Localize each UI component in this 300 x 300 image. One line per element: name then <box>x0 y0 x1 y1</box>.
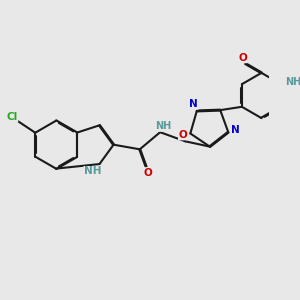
Text: N: N <box>231 125 240 135</box>
Text: NH: NH <box>84 167 102 176</box>
Text: O: O <box>238 53 247 63</box>
Text: N: N <box>189 99 198 109</box>
Text: Cl: Cl <box>7 112 18 122</box>
Text: O: O <box>178 130 187 140</box>
Text: NH: NH <box>285 76 300 86</box>
Text: O: O <box>143 168 152 178</box>
Text: NH: NH <box>155 121 172 131</box>
